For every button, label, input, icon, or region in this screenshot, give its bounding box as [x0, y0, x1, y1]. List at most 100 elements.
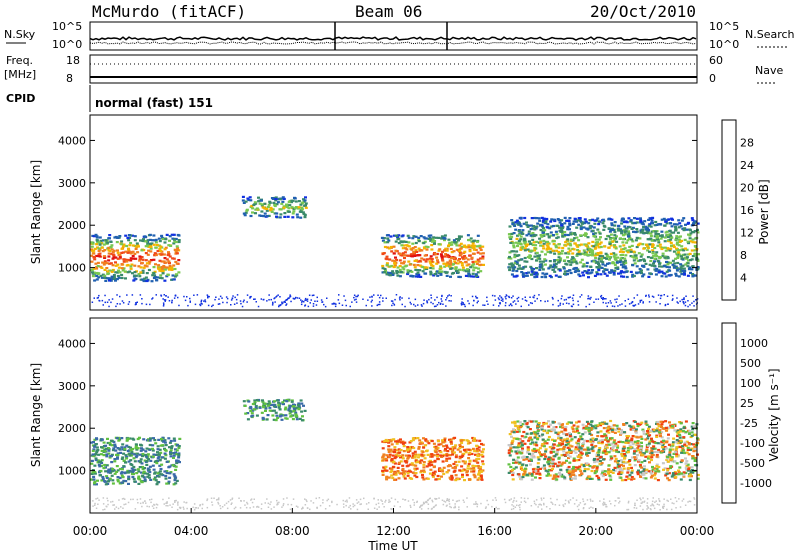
data-cell [97, 296, 99, 299]
data-cell [691, 457, 695, 460]
data-cell [257, 305, 260, 308]
data-cell [133, 235, 137, 238]
data-cell [607, 431, 611, 434]
data-cell [641, 275, 645, 278]
data-cell [518, 421, 522, 424]
data-cell [536, 425, 539, 428]
freq-unit: [MHz] [4, 68, 36, 81]
data-cell [252, 408, 256, 411]
data-cell [635, 221, 639, 224]
data-cell [408, 447, 412, 450]
data-cell [304, 206, 308, 209]
data-cell [430, 257, 434, 261]
data-cell [196, 294, 199, 296]
data-cell [142, 476, 146, 479]
data-cell [427, 237, 431, 240]
data-cell [568, 468, 572, 472]
data-cell [624, 439, 628, 442]
data-cell [458, 445, 462, 448]
data-cell [613, 469, 617, 472]
data-cell [481, 257, 485, 260]
data-cell [652, 296, 655, 298]
data-cell [416, 254, 420, 257]
data-cell [617, 272, 620, 275]
data-cell [426, 245, 430, 249]
data-cell [149, 437, 152, 440]
data-cell [516, 297, 518, 300]
data-cell [632, 250, 636, 253]
data-cell [653, 268, 657, 271]
data-cell [684, 471, 688, 475]
data-cell [524, 299, 527, 301]
data-cell [661, 246, 664, 249]
data-cell [411, 439, 415, 442]
data-cell [514, 221, 518, 224]
data-cell [474, 439, 478, 442]
data-cell [422, 236, 426, 239]
data-cell [441, 441, 445, 444]
data-cell [533, 436, 537, 439]
data-cell [295, 296, 297, 299]
data-cell [645, 294, 647, 297]
data-cell [508, 236, 512, 239]
data-cell [152, 453, 156, 456]
data-cell [693, 445, 697, 449]
data-cell [436, 261, 440, 264]
data-cell [553, 260, 556, 263]
data-cell [642, 247, 646, 250]
data-cell [530, 273, 533, 276]
data-cell [632, 477, 636, 480]
data-cell [634, 428, 638, 431]
data-cell [154, 276, 158, 279]
data-cell [444, 271, 448, 274]
data-cell [479, 476, 483, 479]
data-cell [300, 410, 304, 413]
data-cell [611, 430, 615, 433]
data-cell [653, 447, 657, 450]
data-cell [393, 451, 396, 454]
data-cell [98, 252, 102, 255]
data-cell [508, 233, 512, 236]
data-cell [127, 478, 131, 481]
data-cell [565, 263, 569, 266]
data-cell [303, 199, 307, 202]
data-cell [595, 470, 598, 473]
data-cell [633, 450, 636, 453]
data-cell [515, 261, 519, 264]
data-cell [510, 303, 512, 305]
data-cell [270, 197, 274, 200]
data-cell [510, 435, 513, 438]
data-cell [624, 300, 626, 302]
data-cell [464, 261, 468, 264]
data-cell [613, 455, 617, 458]
data-cell [451, 453, 454, 456]
data-cell [529, 228, 533, 231]
data-cell [680, 273, 684, 276]
data-cell [170, 266, 174, 269]
data-cell [98, 242, 102, 246]
data-cell [624, 230, 628, 233]
data-cell [356, 295, 359, 298]
data-cell [121, 269, 125, 272]
data-cell [568, 444, 572, 447]
data-cell [90, 459, 94, 462]
data-cell [103, 274, 107, 277]
data-cell [417, 247, 421, 250]
data-cell [512, 428, 515, 431]
data-cell [341, 304, 344, 306]
data-cell [511, 471, 515, 474]
data-cell [448, 447, 452, 450]
data-cell [393, 446, 397, 449]
data-cell [122, 452, 126, 455]
data-cell [393, 478, 397, 481]
data-cell [467, 300, 469, 302]
data-cell [691, 447, 695, 450]
data-cell [682, 436, 686, 439]
data-cell [397, 448, 401, 451]
data-cell [171, 464, 175, 467]
data-cell [679, 270, 683, 273]
data-cell [158, 473, 162, 476]
data-cell [518, 232, 522, 235]
data-cell [90, 260, 94, 263]
data-cell [550, 225, 554, 228]
